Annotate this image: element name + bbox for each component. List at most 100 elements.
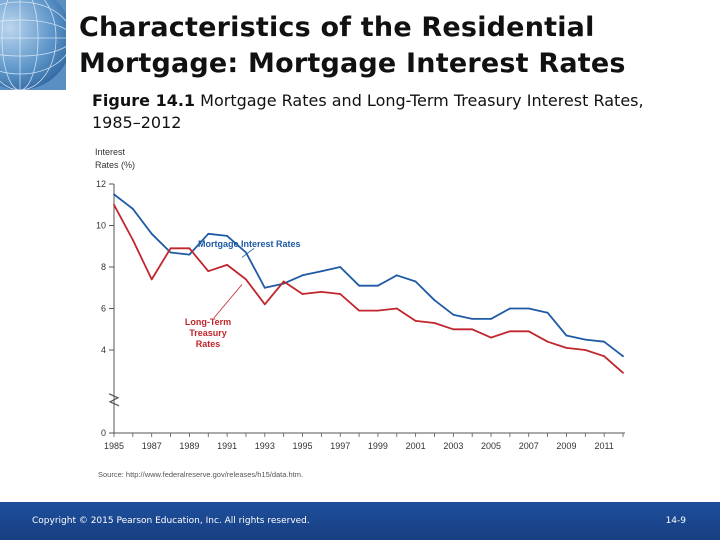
mortgage-label-arrow [241,248,255,258]
x-tick-label: 2007 [519,441,539,451]
mortgage-rate-point [113,193,115,196]
treasury-rate-point [150,278,153,281]
treasury-series-label-line-1: Long-Term [185,317,231,327]
treasury-rate-point [433,322,436,324]
mortgage-series-label: Mortgage Interest Rates [198,239,301,249]
treasury-series-label-line-2: Treasury [189,328,227,338]
axis-break-marker [108,393,120,407]
x-tick-label: 1985 [104,441,124,451]
treasury-rate-point [546,340,549,343]
x-tick-label: 1987 [142,441,162,451]
mortgage-rate-point [546,311,549,314]
treasury-rate-point [188,247,191,250]
annotations: Mortgage Interest Rates Long-Term Treasu… [185,239,301,349]
mortgage-rate-point [490,318,492,320]
mortgage-rate-line [113,193,624,357]
treasury-rate-point [509,330,511,333]
treasury-rate-point [245,278,247,281]
mortgage-rate-point [226,235,229,237]
y-axis-label-line-1: Interest [95,147,126,157]
slide-title: Characteristics of the Residential Mortg… [79,10,709,82]
treasury-rate-point [471,328,474,331]
slide-footer: Copyright © 2015 Pearson Education, Inc.… [0,502,720,540]
page-number: 14-9 [665,516,686,526]
mortgage-rate-point [565,334,568,337]
treasury-rate-point [263,303,266,306]
y-axis-ticks: 0 4 6 8 10 12 [96,179,114,438]
mortgage-rate-point [169,251,172,254]
treasury-rate-point [565,347,568,349]
x-axis-ticks: 1985 1987 1989 1991 1993 1995 1997 1999 2001 2003… [104,433,624,451]
treasury-rate-point [320,291,323,293]
treasury-series-label-line-3: Rates [196,339,221,349]
y-tick-label: 10 [96,221,106,231]
mortgage-rate-point [320,270,323,273]
treasury-rate-point [377,309,379,312]
figure-caption-text: Mortgage Rates and Long-Term Treasury In… [92,91,644,132]
treasury-rate-point [358,309,360,312]
y-axis-label-line-2: Rates (%) [95,160,135,170]
mortgage-rate-point [527,307,530,310]
mortgage-rate-point [603,340,605,343]
x-tick-label: 2005 [481,441,501,451]
treasury-rate-point [339,293,342,295]
treasury-rate-line [113,204,624,374]
mortgage-rate-point [509,307,511,310]
x-tick-label: 1991 [217,441,237,451]
mortgage-rate-point [414,280,417,283]
mortgage-rate-point [471,318,474,320]
treasury-label-arrow [213,284,243,319]
mortgage-rate-point [301,274,304,277]
treasury-rate-point [207,270,210,273]
mortgage-rate-point [377,284,379,287]
mortgage-rate-point [339,266,342,268]
y-tick-label: 12 [96,179,106,189]
treasury-rate-point [452,328,455,331]
figure-caption: Figure 14.1 Mortgage Rates and Long-Term… [92,90,692,134]
mortgage-rate-point [150,232,153,235]
treasury-rate-point [622,371,624,374]
x-tick-label: 2009 [556,441,576,451]
treasury-rate-point [113,203,115,206]
mortgage-rate-point [207,232,210,235]
slide-title-line-1: Characteristics of the Residential [79,12,595,43]
mortgage-rate-point [245,251,247,254]
treasury-rate-point [169,247,172,250]
x-tick-label: 1999 [368,441,388,451]
x-tick-label: 2001 [406,441,426,451]
treasury-rate-point [603,355,605,358]
figure-label: Figure 14.1 [92,91,196,110]
mortgage-rate-point [395,274,398,277]
interest-rate-chart: 0 4 6 8 10 12 1985 1987 1989 1991 1993 1995 1997 199… [95,147,625,479]
y-tick-label: 8 [101,262,106,272]
treasury-rate-point [584,349,587,351]
y-tick-label: 0 [101,428,106,438]
mortgage-rate-point [263,286,266,289]
treasury-rate-point [132,239,134,241]
x-tick-label: 1989 [179,441,199,451]
treasury-rate-point [226,264,229,266]
treasury-rate-point [527,330,530,333]
mortgage-rate-point [433,299,436,302]
mortgage-rate-point [622,355,624,358]
treasury-rate-point [301,293,304,295]
chart-source-note: Source: http://www.federalreserve.gov/re… [98,470,303,479]
x-tick-label: 2003 [443,441,463,451]
mortgage-rate-point [358,284,360,287]
treasury-rate-point [282,280,285,283]
x-tick-label: 2011 [594,441,613,451]
copyright-text: Copyright © 2015 Pearson Education, Inc.… [32,516,310,526]
series-lines [113,193,624,374]
treasury-rate-point [395,307,398,310]
mortgage-rate-point [132,208,134,210]
x-tick-label: 1997 [330,441,350,451]
mortgage-rate-point [188,253,191,256]
x-tick-label: 1993 [255,441,275,451]
treasury-rate-point [490,336,492,339]
y-tick-label: 6 [101,304,106,314]
slide-title-line-2: Mortgage: Mortgage Interest Rates [79,48,626,79]
globe-decoration [0,0,66,90]
y-tick-label: 4 [101,345,106,355]
x-tick-label: 1995 [293,441,313,451]
mortgage-rate-point [584,338,587,341]
